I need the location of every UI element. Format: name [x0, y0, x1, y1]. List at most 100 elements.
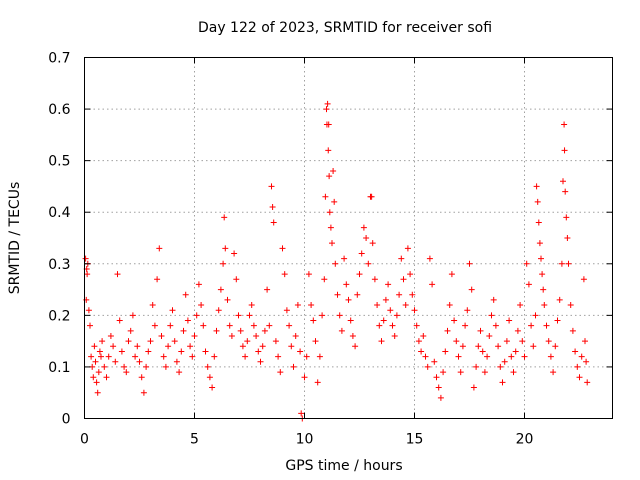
data-point — [330, 167, 337, 174]
data-point — [334, 291, 341, 298]
y-tick-label: 0.7 — [48, 51, 70, 67]
data-point — [129, 312, 136, 319]
data-point — [235, 312, 242, 319]
data-point — [563, 214, 570, 221]
data-point — [435, 384, 442, 391]
data-point — [530, 343, 537, 350]
data-point — [562, 188, 569, 195]
data-point — [329, 240, 335, 247]
data-point — [466, 260, 473, 267]
data-point — [352, 343, 359, 350]
data-point — [387, 307, 394, 314]
data-point — [578, 353, 585, 360]
data-point — [277, 369, 284, 376]
data-point — [343, 281, 350, 288]
data-point — [385, 281, 392, 288]
data-point — [259, 343, 266, 350]
x-tick-label: 0 — [80, 432, 89, 448]
data-point — [228, 332, 235, 339]
x-tick-label: 10 — [296, 432, 314, 448]
data-point — [266, 322, 273, 329]
data-point — [349, 332, 356, 339]
data-point — [488, 312, 495, 319]
data-point — [204, 363, 211, 370]
data-point — [389, 322, 396, 329]
data-point — [503, 338, 510, 345]
data-point — [182, 291, 189, 298]
data-point — [490, 296, 497, 303]
data-point — [444, 327, 451, 334]
data-point — [114, 271, 121, 278]
data-point — [393, 312, 400, 319]
data-point — [567, 302, 574, 309]
data-point — [569, 327, 576, 334]
data-point — [90, 374, 97, 381]
y-axis-title: SRMTID / TECUs — [7, 182, 23, 295]
data-point — [319, 312, 326, 319]
data-point — [297, 348, 304, 355]
data-point — [224, 296, 231, 303]
y-tick-label: 0 — [62, 412, 71, 428]
data-point — [532, 312, 539, 319]
data-point — [158, 332, 165, 339]
data-point — [325, 147, 332, 154]
data-point — [290, 363, 297, 370]
data-point — [195, 281, 202, 288]
y-tick-label: 0.6 — [48, 102, 70, 118]
data-point — [424, 363, 431, 370]
data-point — [422, 353, 429, 360]
data-point — [501, 358, 508, 365]
y-tick-label: 0.4 — [48, 205, 70, 221]
data-point — [255, 348, 262, 355]
data-point — [147, 338, 154, 345]
data-point — [198, 302, 205, 309]
data-point — [371, 276, 378, 283]
data-point — [239, 343, 246, 350]
chart-title: Day 122 of 2023, SRMTID for receiver sof… — [198, 20, 492, 36]
data-point — [484, 353, 491, 360]
data-point — [160, 353, 167, 360]
data-point — [171, 338, 178, 345]
data-point — [103, 374, 110, 381]
data-point — [561, 121, 568, 128]
data-point — [556, 296, 563, 303]
data-point — [272, 338, 279, 345]
data-point — [535, 219, 542, 226]
data-point — [413, 322, 420, 329]
data-point — [400, 276, 407, 283]
data-point — [92, 358, 99, 365]
data-point — [151, 322, 158, 329]
data-point — [180, 327, 187, 334]
data-point — [96, 348, 103, 355]
data-point — [462, 322, 469, 329]
data-point — [169, 307, 176, 314]
x-axis-title: GPS time / hours — [285, 458, 402, 474]
data-point — [545, 338, 552, 345]
data-point — [283, 307, 290, 314]
data-point — [87, 322, 93, 329]
data-point — [105, 353, 112, 360]
data-point — [116, 317, 123, 324]
grid — [84, 57, 613, 419]
data-point — [523, 260, 530, 267]
data-point — [237, 327, 244, 334]
data-point — [497, 363, 504, 370]
data-point — [298, 410, 305, 417]
data-point — [303, 353, 310, 360]
data-point — [583, 358, 590, 365]
data-point — [448, 271, 455, 278]
data-point — [294, 302, 301, 309]
data-point — [547, 353, 554, 360]
data-point — [264, 286, 271, 293]
data-point — [354, 291, 361, 298]
data-point — [539, 271, 546, 278]
data-point — [242, 353, 249, 360]
data-point — [193, 312, 200, 319]
data-point — [281, 271, 288, 278]
data-point — [125, 338, 132, 345]
data-point — [94, 389, 101, 396]
data-point — [512, 348, 519, 355]
data-point — [358, 250, 365, 257]
data-point — [200, 322, 207, 329]
data-point — [308, 302, 315, 309]
